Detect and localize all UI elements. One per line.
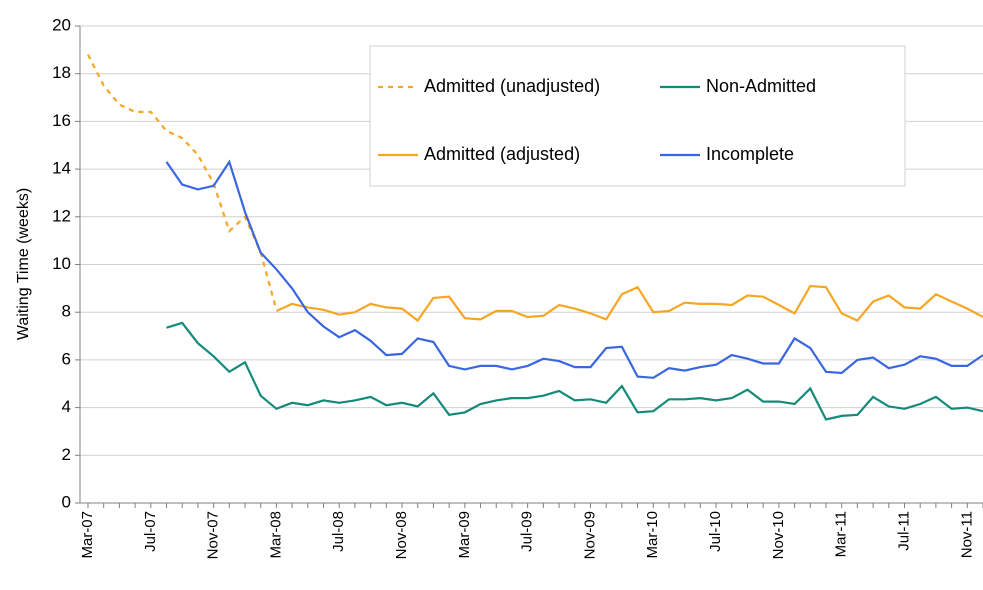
x-tick-label: Nov-11 — [958, 511, 975, 558]
legend-label: Non-Admitted — [706, 76, 816, 96]
y-axis-title: Waiting Time (weeks) — [15, 188, 32, 340]
x-tick-label: Jul-11 — [895, 511, 912, 551]
series-line — [166, 321, 983, 421]
x-tick-label: Mar-11 — [833, 511, 850, 557]
x-tick-label: Mar-10 — [644, 511, 661, 559]
series-line — [87, 54, 278, 311]
x-tick-label: Nov-09 — [581, 511, 598, 559]
series-line — [165, 159, 983, 379]
y-tick-label: 4 — [62, 397, 71, 416]
x-tick-label: Nov-08 — [393, 511, 410, 559]
y-tick-label: 2 — [62, 445, 71, 464]
x-tick-label: Jul-08 — [330, 511, 347, 552]
legend-label: Admitted (adjusted) — [424, 144, 580, 164]
x-tick-label: Jul-07 — [142, 511, 159, 552]
y-tick-label: 14 — [52, 159, 71, 178]
y-tick-label: 0 — [62, 492, 71, 511]
y-tick-label: 10 — [52, 254, 71, 273]
legend-box — [369, 45, 906, 187]
x-tick-label: Nov-10 — [770, 511, 787, 559]
y-tick-label: 6 — [62, 349, 71, 368]
y-tick-label: 16 — [52, 111, 71, 130]
x-tick-label: Nov-07 — [205, 511, 222, 559]
series-line — [275, 284, 983, 323]
y-tick-label: 18 — [52, 63, 71, 82]
x-tick-label: Mar-07 — [79, 511, 96, 559]
x-tick-label: Jul-10 — [707, 511, 724, 552]
x-tick-label: Jul-09 — [519, 511, 536, 552]
y-tick-label: 8 — [62, 302, 71, 321]
legend-label: Admitted (unadjusted) — [424, 76, 600, 96]
x-tick-label: Mar-09 — [456, 511, 473, 559]
y-tick-label: 12 — [52, 206, 71, 225]
legend-label: Incomplete — [706, 144, 794, 164]
x-tick-label: Mar-08 — [267, 511, 284, 559]
y-tick-label: 20 — [52, 15, 71, 34]
